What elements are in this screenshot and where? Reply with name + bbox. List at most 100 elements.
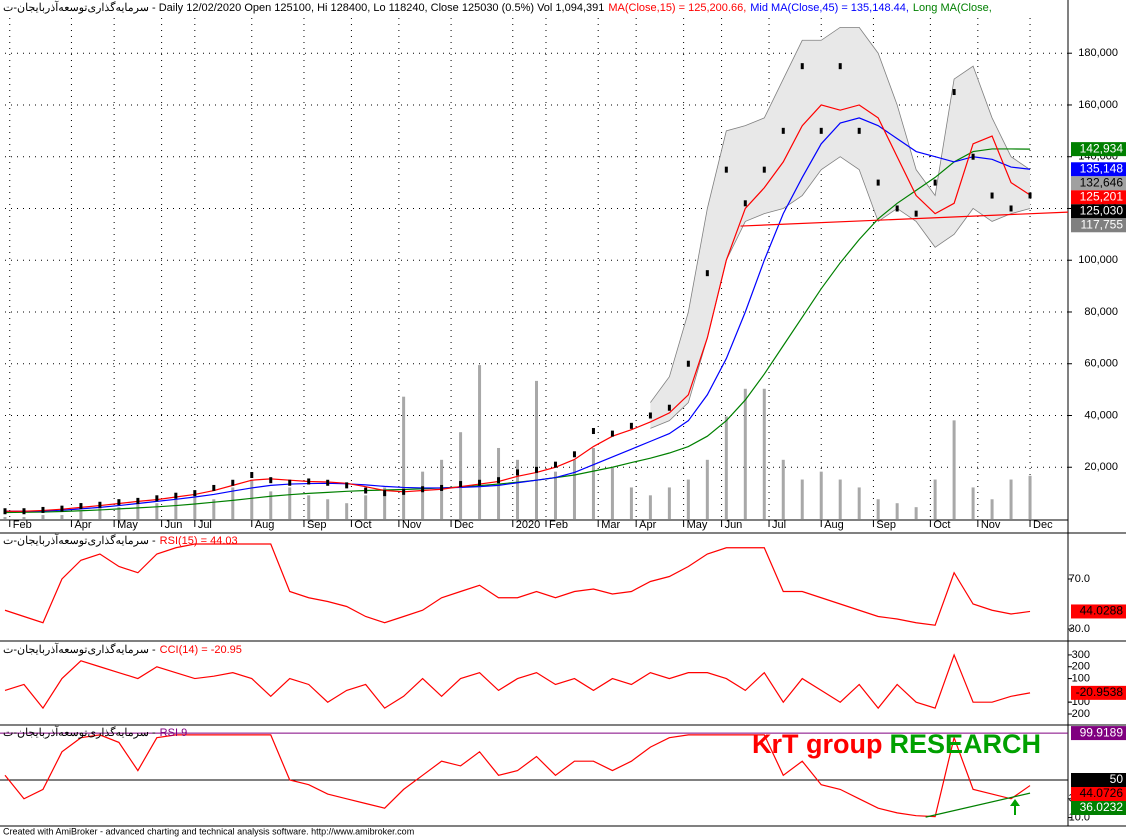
volume-bar bbox=[345, 503, 349, 519]
price-bar bbox=[629, 422, 633, 429]
x-tick-label: Nov bbox=[402, 519, 422, 531]
price-bar bbox=[686, 360, 690, 367]
panel-header: Long MA(Close, bbox=[913, 2, 992, 14]
price-bar bbox=[440, 484, 444, 491]
volume-bar bbox=[591, 447, 595, 519]
price-bar bbox=[553, 461, 557, 468]
trendline bbox=[925, 792, 1031, 818]
volume-bar bbox=[743, 388, 747, 519]
price-bar bbox=[743, 200, 747, 207]
volume-bar bbox=[1028, 475, 1032, 519]
price-bar bbox=[952, 89, 956, 96]
volume-bar bbox=[174, 499, 178, 519]
footer: Created with AmiBroker - advanced charti… bbox=[3, 826, 414, 836]
panel-header: سرمایه‌گذاری‌توسعه‌آذربایجان-ت - bbox=[3, 643, 156, 656]
price-bar bbox=[459, 481, 463, 488]
volume-bar bbox=[22, 517, 26, 519]
value-tag bbox=[1071, 786, 1126, 801]
volume-bar bbox=[800, 479, 804, 519]
price-bar bbox=[857, 127, 861, 134]
volume-bar bbox=[952, 420, 956, 519]
price-bar bbox=[22, 508, 26, 515]
value-tag bbox=[1071, 685, 1126, 700]
value-tag-label: 135,148 bbox=[1080, 161, 1124, 175]
price-bar bbox=[971, 153, 975, 160]
x-tick-label: Aug bbox=[824, 519, 844, 531]
x-tick-label: May bbox=[117, 519, 138, 531]
value-tag-label: 142,934 bbox=[1080, 141, 1124, 155]
value-tag bbox=[1071, 190, 1126, 205]
value-tag bbox=[1071, 604, 1126, 619]
value-tag-label: 99.9189 bbox=[1080, 725, 1124, 739]
y-tick-label: 30.0 bbox=[1069, 623, 1090, 635]
value-tag-label: -20.9538 bbox=[1076, 685, 1124, 699]
value-tag bbox=[1071, 772, 1126, 787]
price-bar bbox=[136, 497, 140, 504]
volume-bar bbox=[364, 495, 368, 519]
band-fill bbox=[650, 27, 1031, 429]
price-bar bbox=[478, 479, 482, 486]
x-tick-label: Sep bbox=[876, 519, 896, 531]
trendline bbox=[740, 211, 1069, 227]
price-bar bbox=[269, 477, 273, 484]
volume-bar bbox=[933, 479, 937, 519]
x-tick-label: Aug bbox=[255, 519, 275, 531]
y-tick-label: -200 bbox=[1068, 708, 1090, 720]
price-bar bbox=[60, 505, 64, 512]
price-bar bbox=[326, 479, 330, 486]
price-bar bbox=[800, 63, 804, 70]
price-bar bbox=[667, 404, 671, 411]
price-bar bbox=[705, 270, 709, 277]
volume-bar bbox=[724, 416, 728, 519]
price-bar bbox=[212, 484, 216, 491]
volume-bar bbox=[269, 491, 273, 519]
volume-bar bbox=[838, 479, 842, 519]
price-bar bbox=[193, 490, 197, 497]
volume-bar bbox=[193, 495, 197, 519]
series-line bbox=[4, 543, 1031, 626]
volume-bar bbox=[41, 515, 45, 519]
volume-bar bbox=[1009, 479, 1013, 519]
price-bar bbox=[364, 487, 368, 494]
arrow-annotation bbox=[1010, 799, 1020, 815]
price-bar bbox=[876, 179, 880, 186]
x-tick-label: Jun bbox=[165, 519, 183, 531]
panel-header: RSI 9 bbox=[160, 727, 188, 739]
volume-bar bbox=[288, 487, 292, 519]
price-bar bbox=[990, 192, 994, 199]
price-bar bbox=[345, 482, 349, 489]
x-tick-label: Dec bbox=[454, 519, 474, 531]
volume-bar bbox=[762, 388, 766, 519]
y-tick-label: 100,000 bbox=[1078, 254, 1118, 266]
volume-bar bbox=[459, 432, 463, 519]
y-tick-label: 160,000 bbox=[1078, 99, 1118, 111]
volume-bar bbox=[610, 467, 614, 519]
y-tick-label: 20,000 bbox=[1084, 461, 1118, 473]
series-line bbox=[4, 653, 1031, 710]
panel-header: Mid MA(Close,45) = 135,148.44, bbox=[750, 2, 909, 14]
y-tick-label: 40,000 bbox=[1084, 409, 1118, 421]
volume-bar bbox=[781, 459, 785, 519]
price-bar bbox=[895, 205, 899, 212]
value-tag-label: 44.0726 bbox=[1080, 786, 1124, 800]
x-tick-label: Oct bbox=[354, 519, 371, 531]
price-bar bbox=[307, 478, 311, 485]
x-tick-label: Mar bbox=[601, 519, 620, 531]
x-tick-label: Nov bbox=[981, 519, 1001, 531]
price-bar bbox=[724, 166, 728, 173]
price-bar bbox=[3, 508, 7, 515]
volume-bar bbox=[136, 503, 140, 519]
volume-bar bbox=[895, 503, 899, 519]
price-bar bbox=[98, 501, 102, 508]
price-bar bbox=[250, 472, 254, 479]
x-tick-label: Sep bbox=[307, 519, 327, 531]
value-tag bbox=[1071, 162, 1126, 177]
price-bar bbox=[174, 492, 178, 499]
price-bar bbox=[117, 499, 121, 506]
price-bar bbox=[516, 469, 520, 476]
volume-bar bbox=[250, 479, 254, 519]
y-tick-label: 80,000 bbox=[1084, 306, 1118, 318]
y-tick-label: 300 bbox=[1072, 649, 1090, 661]
value-tag bbox=[1071, 218, 1126, 233]
